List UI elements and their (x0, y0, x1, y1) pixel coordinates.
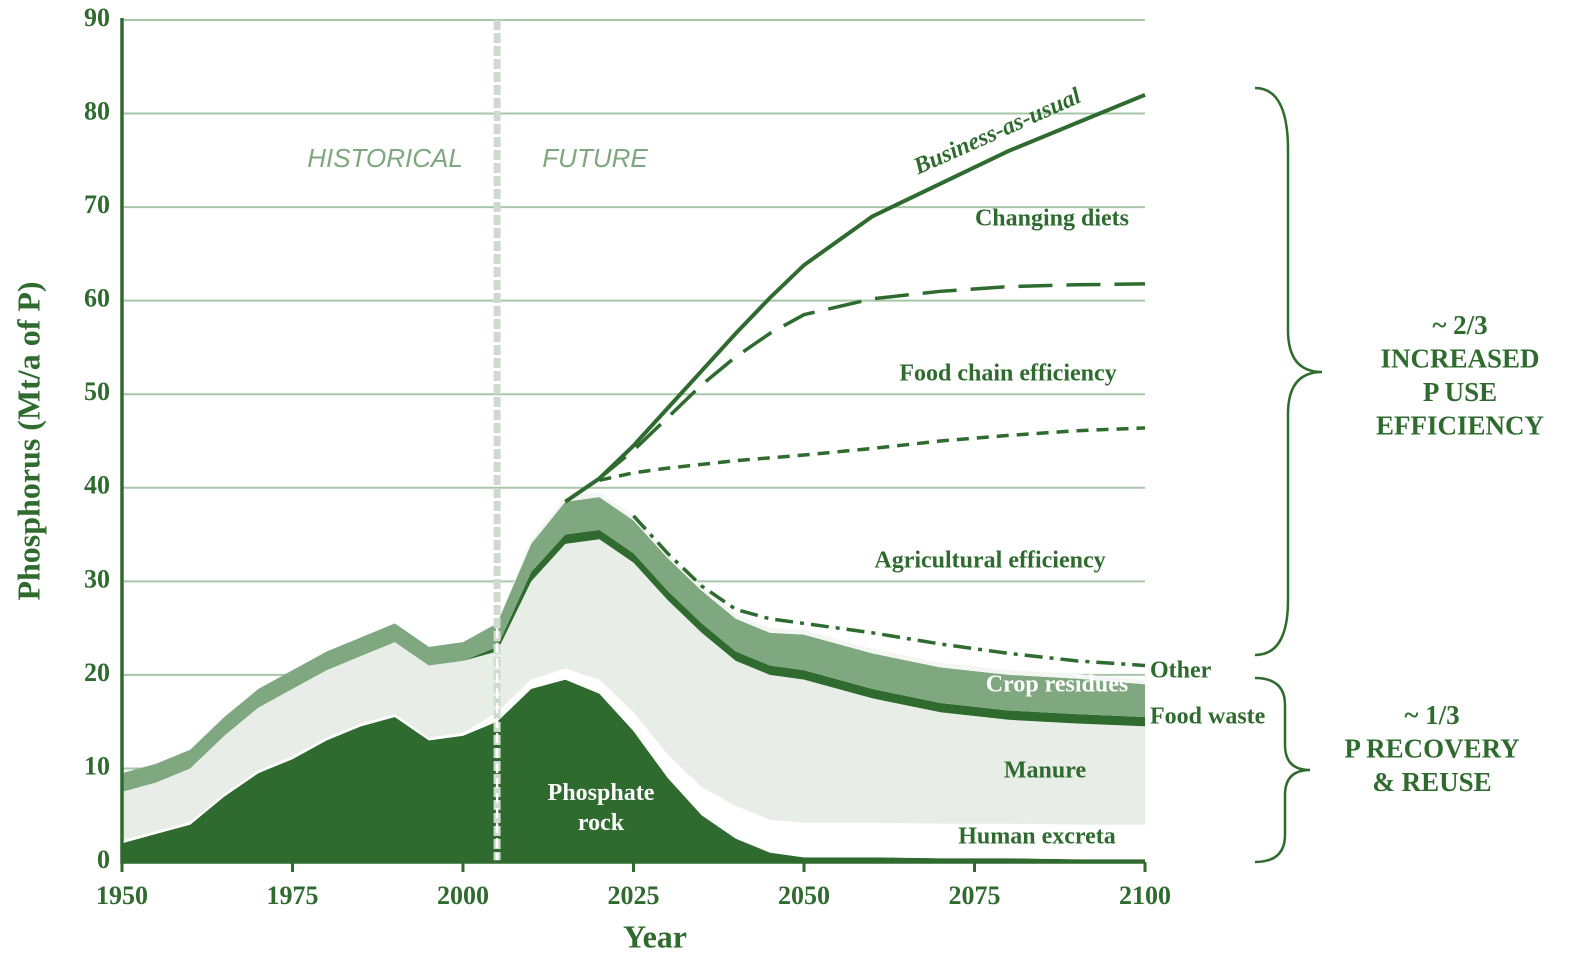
era-label: HISTORICAL (307, 143, 463, 173)
region-label: Agricultural efficiency (874, 548, 1105, 574)
x-axis-label: Year (623, 918, 687, 954)
scenario-line (598, 282, 1146, 480)
series-label: Food waste (1150, 704, 1266, 730)
series-label: Manure (1004, 758, 1087, 784)
y-tick-label: 60 (84, 284, 110, 313)
brace-label: & REUSE (1372, 767, 1491, 797)
y-tick-label: 50 (84, 377, 110, 406)
x-tick-label: 1975 (267, 881, 319, 910)
region-label: Food chain efficiency (899, 361, 1116, 387)
y-axis-label: Phosphorus (Mt/a of P) (10, 281, 46, 600)
x-tick-label: 1950 (96, 881, 148, 910)
y-tick-label: 90 (84, 3, 110, 32)
y-tick-label: 0 (97, 845, 110, 874)
era-label: FUTURE (542, 143, 648, 173)
area (122, 668, 1145, 860)
y-tick-label: 80 (84, 97, 110, 126)
x-tick-label: 2025 (608, 881, 660, 910)
scenario-line (599, 426, 1146, 483)
series-label: Crop residues (986, 672, 1128, 698)
x-tick-label: 2000 (437, 881, 489, 910)
brace-label: P USE (1423, 377, 1497, 407)
area (122, 539, 1145, 841)
area (122, 679, 1145, 862)
y-tick-label: 10 (84, 751, 110, 780)
brace-label: ~ 1/3 (1404, 700, 1459, 730)
y-tick-label: 70 (84, 190, 110, 219)
x-tick-label: 2100 (1119, 881, 1171, 910)
brace-label: ~ 2/3 (1432, 310, 1487, 340)
series-label: Phosphate rock (547, 780, 655, 836)
brace-upper (1254, 86, 1323, 657)
brace-label: EFFICIENCY (1376, 411, 1544, 441)
x-tick-label: 2075 (949, 881, 1001, 910)
series-label: Human excreta (958, 824, 1116, 850)
y-tick-label: 20 (84, 658, 110, 687)
brace-label: INCREASED (1380, 344, 1539, 374)
brace-lower (1254, 676, 1311, 864)
region-label: Changing diets (975, 206, 1129, 232)
series-label: Other (1150, 658, 1212, 684)
brace-label: P RECOVERY (1344, 734, 1519, 764)
scenario-line (564, 92, 1146, 504)
scenario-line (632, 514, 1146, 668)
y-tick-label: 30 (84, 564, 110, 593)
x-tick-label: 2050 (778, 881, 830, 910)
y-tick-label: 40 (84, 471, 110, 500)
